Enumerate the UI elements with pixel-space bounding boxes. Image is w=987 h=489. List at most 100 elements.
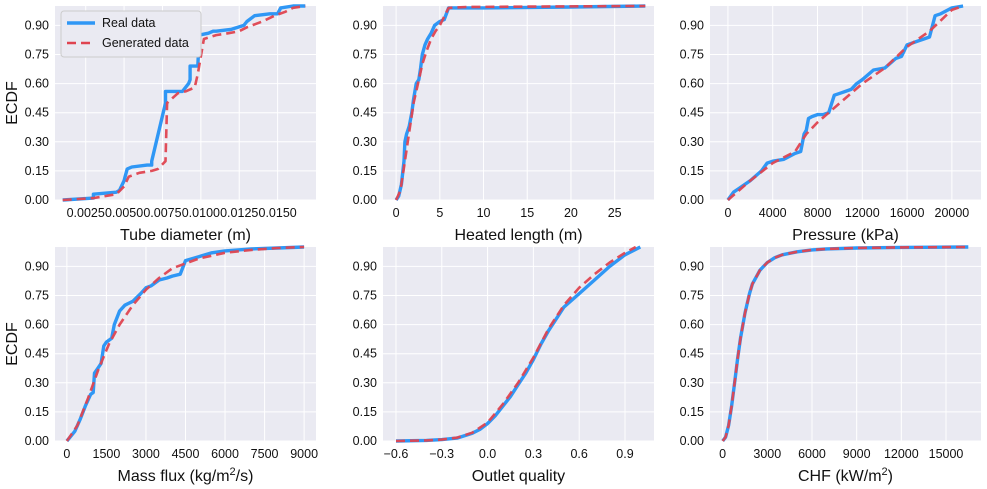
x-tick-label: 20	[564, 206, 578, 220]
plot-area	[383, 247, 654, 441]
series-generated-data-line	[394, 4, 646, 201]
x-tick-label: 6000	[798, 447, 826, 461]
y-tick-label: 0.45	[680, 347, 704, 361]
x-tick-label: 0	[719, 447, 726, 461]
x-tick-label: 16000	[890, 206, 925, 220]
y-tick-label: 0.75	[680, 289, 704, 303]
x-tick-label: 0.0050	[105, 206, 143, 220]
y-tick-label: 0.30	[25, 376, 49, 390]
series-generated-data-line	[721, 245, 969, 442]
x-tick-label: 4500	[172, 447, 200, 461]
x-axis-label: Tube diameter (m)	[120, 227, 251, 244]
x-tick-label: 0	[63, 447, 70, 461]
legend-box	[60, 10, 202, 58]
x-tick-label: 0.0	[479, 447, 496, 461]
y-tick-label: 0.90	[353, 259, 377, 273]
chart-panel-3: 0.00 0.15 0.30 0.45 0.60 0.75 0.90 0 4000 8000 120…	[680, 4, 981, 244]
y-tick-label: 0.75	[680, 48, 704, 62]
y-tick-label: 0.75	[353, 289, 377, 303]
y-tick-label: 0.60	[25, 77, 49, 91]
y-tick-label: 0.45	[353, 347, 377, 361]
y-tick-label: 0.00	[353, 434, 377, 448]
x-tick-label: 7500	[251, 447, 279, 461]
y-tick-label: 0.75	[25, 289, 49, 303]
x-tick-label: 9000	[290, 447, 318, 461]
x-tick-label: 10	[477, 206, 491, 220]
series-real-data-line	[62, 4, 306, 202]
x-axis-label: Mass flux (kg/m2/s)	[118, 466, 254, 485]
x-tick-label: 0.6	[570, 447, 587, 461]
series-group	[394, 4, 646, 201]
y-tick-label: 0.75	[353, 48, 377, 62]
x-tick-label: 12000	[884, 447, 919, 461]
plot-area	[710, 6, 981, 200]
chart-panel-4: 0.00 0.15 0.30 0.45 0.60 0.75 0.90 0 1500 3000 450…	[4, 245, 318, 485]
y-tick-label: 0.45	[25, 106, 49, 120]
y-tick-label: 0.15	[353, 405, 377, 419]
y-tick-label: 0.30	[680, 376, 704, 390]
x-axis-label: Outlet quality	[472, 468, 565, 485]
x-tick-label: 5	[436, 206, 443, 220]
y-axis-label: ECDF	[4, 322, 21, 366]
chart-panel-6: 0.00 0.15 0.30 0.45 0.60 0.75 0.90 0 3000 6000 900…	[680, 245, 981, 485]
y-tick-label: 0.90	[680, 18, 704, 32]
x-tick-label: 0.0025	[67, 206, 105, 220]
x-tick-label: 0.9	[616, 447, 633, 461]
x-tick-label: 8000	[804, 206, 832, 220]
x-tick-label: 6000	[211, 447, 239, 461]
y-tick-label: 0.45	[353, 106, 377, 120]
y-tick-label: 0.00	[680, 434, 704, 448]
x-tick-label: 0.0125	[220, 206, 258, 220]
series-group	[395, 245, 642, 443]
series-generated-data-line	[395, 245, 637, 443]
x-tick-label: 20000	[935, 206, 970, 220]
series-real-data-line	[65, 245, 305, 443]
y-tick-label: 0.30	[353, 376, 377, 390]
series-group	[726, 4, 964, 201]
x-tick-label: −0.6	[384, 447, 409, 461]
y-tick-label: 0.90	[353, 18, 377, 32]
x-axis-label: CHF (kW/m2)	[798, 466, 893, 485]
legend: Real data Generated data	[60, 10, 202, 58]
x-tick-label: 15000	[929, 447, 964, 461]
x-tick-label: 3000	[753, 447, 781, 461]
y-tick-label: 0.75	[25, 48, 49, 62]
y-tick-label: 0.45	[25, 347, 49, 361]
series-group	[65, 245, 305, 443]
y-tick-label: 0.00	[353, 193, 377, 207]
x-tick-label: 25	[608, 206, 622, 220]
y-tick-label: 0.15	[353, 164, 377, 178]
series-group	[721, 245, 969, 443]
y-tick-label: 0.00	[25, 193, 49, 207]
y-tick-label: 0.45	[680, 106, 704, 120]
x-tick-label: 0.0075	[143, 206, 181, 220]
y-tick-label: 0.30	[25, 135, 49, 149]
x-tick-label: 0.3	[525, 447, 542, 461]
y-tick-label: 0.60	[680, 77, 704, 91]
y-tick-label: 0.90	[25, 259, 49, 273]
series-real-data-line	[395, 245, 642, 443]
x-tick-label: 9000	[843, 447, 871, 461]
legend-real-label: Real data	[102, 16, 156, 30]
y-tick-label: 0.60	[680, 318, 704, 332]
x-tick-label: 4000	[759, 206, 787, 220]
x-tick-label: 15	[520, 206, 534, 220]
y-tick-label: 0.60	[353, 318, 377, 332]
y-tick-label: 0.15	[25, 164, 49, 178]
y-tick-label: 0.30	[680, 135, 704, 149]
series-generated-data-line	[65, 245, 305, 442]
y-axis-label: ECDF	[4, 81, 21, 125]
y-tick-label: 0.15	[680, 405, 704, 419]
y-tick-label: 0.60	[353, 77, 377, 91]
y-tick-label: 0.15	[680, 164, 704, 178]
y-tick-label: 0.15	[25, 405, 49, 419]
x-tick-label: 0.0150	[259, 206, 297, 220]
x-axis-label: Pressure (kPa)	[792, 227, 899, 244]
series-real-data-line	[726, 4, 964, 201]
chart-panel-2: 0.00 0.15 0.30 0.45 0.60 0.75 0.90 0 5 10 15 20 25 He…	[353, 4, 654, 244]
x-tick-label: 0	[724, 206, 731, 220]
x-tick-label: 12000	[845, 206, 880, 220]
legend-generated-label: Generated data	[102, 36, 189, 50]
series-group	[62, 4, 306, 202]
y-tick-label: 0.00	[25, 434, 49, 448]
